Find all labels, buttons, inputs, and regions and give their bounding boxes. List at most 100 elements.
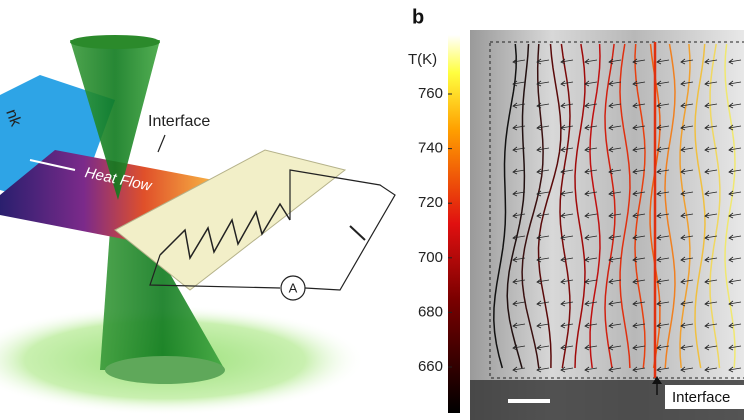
flow-arrow-head: [656, 366, 662, 373]
flow-arrow-head: [560, 322, 566, 329]
flow-arrow: [728, 279, 742, 283]
flow-arrow-head: [680, 256, 686, 263]
flow-arrow: [680, 81, 694, 85]
flow-arrow-head: [584, 234, 590, 241]
flow-arrow: [728, 323, 742, 327]
flow-arrow: [560, 103, 574, 107]
flow-arrow-head: [680, 168, 686, 175]
flow-arrow: [608, 191, 622, 195]
flow-arrow-head: [728, 278, 734, 285]
flow-arrow-head: [536, 344, 542, 351]
flow-arrow-head: [560, 212, 566, 219]
interface-label: Interface: [148, 113, 210, 130]
flow-arrow-head: [704, 256, 710, 263]
flow-arrow: [608, 235, 622, 239]
flow-arrow: [512, 301, 526, 305]
flow-arrow: [680, 213, 694, 217]
flow-arrow: [704, 235, 718, 239]
flow-arrow-head: [536, 212, 542, 219]
flow-arrow-head: [704, 278, 710, 285]
flow-arrow: [560, 191, 574, 195]
heater-coil: [159, 202, 291, 261]
flow-arrow: [680, 125, 694, 129]
flow-arrow-head: [584, 278, 590, 285]
flow-arrow: [656, 125, 670, 129]
flow-arrow-head: [728, 322, 734, 329]
flow-arrow: [512, 81, 526, 85]
flow-arrow: [656, 191, 670, 195]
colorbar-title: T(K): [408, 51, 437, 68]
flow-arrow: [704, 125, 718, 129]
flow-arrow-head: [632, 190, 638, 197]
flow-arrow-head: [608, 58, 614, 65]
flow-arrow-head: [632, 256, 638, 263]
flow-arrow-head: [632, 234, 638, 241]
flow-arrow-head: [680, 344, 686, 351]
flow-arrow-head: [704, 124, 710, 131]
isotherm: [679, 43, 691, 369]
panel-label: b: [412, 6, 424, 28]
flow-arrow: [680, 191, 694, 195]
flow-arrow-head: [560, 300, 566, 307]
flow-arrow: [608, 81, 622, 85]
flow-arrow: [536, 235, 550, 239]
flow-arrow: [680, 301, 694, 305]
flow-arrow: [680, 279, 694, 283]
flow-arrow: [584, 257, 598, 261]
flow-arrow: [608, 323, 622, 327]
flow-arrow: [632, 125, 646, 129]
flow-arrow-head: [584, 102, 590, 109]
flow-arrow: [584, 191, 598, 195]
flow-arrow-head: [656, 234, 662, 241]
flow-arrow-head: [608, 234, 614, 241]
flow-arrow: [728, 213, 742, 217]
colorbar-tick-label: 720: [418, 194, 443, 211]
interface-label: Interface: [672, 389, 730, 406]
flow-arrow: [560, 323, 574, 327]
flow-arrow: [512, 103, 526, 107]
flow-arrow: [560, 345, 574, 349]
flow-arrow: [680, 323, 694, 327]
flow-arrow-head: [728, 256, 734, 263]
flow-arrow: [728, 191, 742, 195]
flow-arrow: [608, 279, 622, 283]
flow-arrow: [704, 301, 718, 305]
flow-arrow-head: [560, 146, 566, 153]
flow-arrow-head: [632, 300, 638, 307]
flow-arrow-head: [632, 168, 638, 175]
flow-arrow-head: [512, 124, 518, 131]
flow-arrow: [536, 125, 550, 129]
flow-arrow-head: [608, 102, 614, 109]
flow-arrow: [704, 191, 718, 195]
flow-arrow: [584, 125, 598, 129]
flow-arrow-head: [704, 168, 710, 175]
flow-arrow: [536, 169, 550, 173]
flow-arrow: [512, 323, 526, 327]
flow-arrow: [608, 301, 622, 305]
colorbar-tick-label: 700: [418, 249, 443, 266]
flow-arrow-head: [512, 212, 518, 219]
flow-arrow: [680, 235, 694, 239]
arrow-head: [652, 376, 662, 384]
ammeter-label: A: [289, 280, 298, 295]
flow-arrow-head: [656, 102, 662, 109]
flow-arrow: [608, 345, 622, 349]
battery: [349, 225, 366, 241]
flow-arrow: [728, 367, 742, 371]
isotherm: [559, 43, 571, 369]
flow-arrow-head: [632, 80, 638, 87]
flow-arrow-head: [536, 322, 542, 329]
isotherm: [604, 43, 616, 369]
flow-arrow-head: [608, 344, 614, 351]
flow-arrow: [512, 59, 526, 63]
flow-arrow: [656, 59, 670, 63]
flow-arrow: [608, 103, 622, 107]
flow-arrow: [536, 191, 550, 195]
flow-arrow: [728, 345, 742, 349]
flow-arrow: [536, 323, 550, 327]
colorbar-tick-label: 680: [418, 303, 443, 320]
flow-arrow: [560, 169, 574, 173]
flow-arrow: [512, 191, 526, 195]
flow-arrow: [512, 125, 526, 129]
flow-arrow: [584, 59, 598, 63]
